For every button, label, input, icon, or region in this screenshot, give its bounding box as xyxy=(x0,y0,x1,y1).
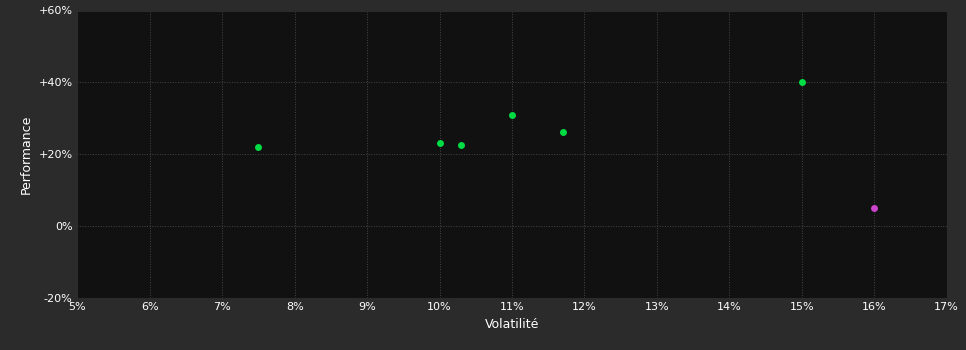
Y-axis label: Performance: Performance xyxy=(19,114,33,194)
Point xyxy=(504,112,520,117)
Point xyxy=(794,79,810,85)
Point xyxy=(432,140,447,146)
Point xyxy=(867,205,882,211)
Point xyxy=(251,144,267,150)
X-axis label: Volatilité: Volatilité xyxy=(485,318,539,331)
Point xyxy=(454,142,469,148)
Point xyxy=(555,130,571,135)
